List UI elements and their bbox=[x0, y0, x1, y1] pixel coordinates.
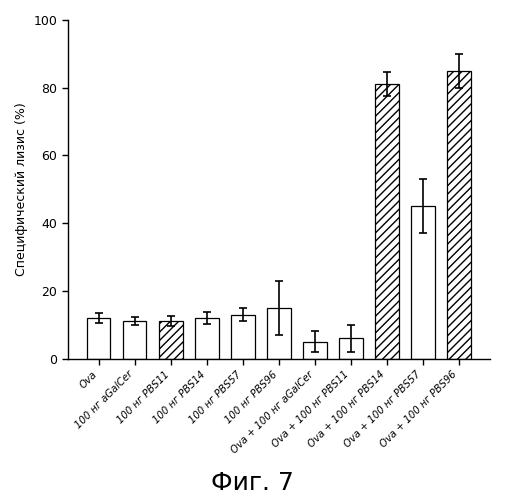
Bar bbox=[412, 206, 435, 358]
Text: Фиг. 7: Фиг. 7 bbox=[211, 471, 294, 495]
Bar bbox=[87, 318, 111, 358]
Bar bbox=[195, 318, 219, 358]
Bar bbox=[339, 338, 363, 358]
Bar bbox=[231, 314, 255, 358]
Bar bbox=[159, 322, 182, 358]
Bar bbox=[303, 342, 327, 358]
Bar bbox=[447, 71, 471, 358]
Bar bbox=[123, 322, 146, 358]
Y-axis label: Специфический лизис (%): Специфический лизис (%) bbox=[15, 102, 28, 276]
Bar bbox=[375, 84, 399, 358]
Bar bbox=[267, 308, 291, 358]
